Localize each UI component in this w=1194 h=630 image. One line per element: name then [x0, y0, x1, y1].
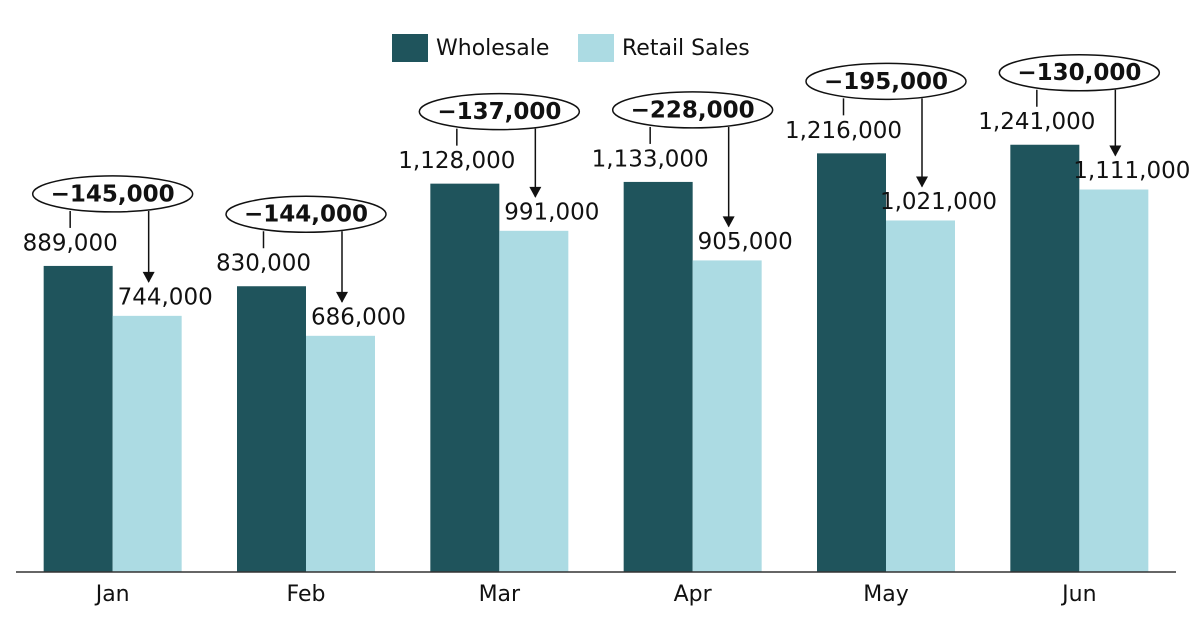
difference-label: −144,000 [244, 202, 368, 228]
x-tick-label: Jun [1060, 582, 1096, 607]
x-tick-label: Mar [479, 582, 521, 607]
value-label: 991,000 [504, 199, 599, 225]
arrow-head [1109, 145, 1122, 157]
bar [886, 220, 955, 572]
difference-label: −145,000 [51, 181, 175, 207]
difference-bubble [418, 92, 581, 131]
x-tick-label: Jan [94, 582, 130, 607]
bar [692, 260, 762, 572]
arrow-head [529, 186, 542, 198]
bar [499, 230, 569, 572]
difference-bubble [31, 175, 194, 213]
difference-bubble [805, 62, 967, 101]
difference-label: −228,000 [631, 97, 755, 123]
bar [43, 265, 113, 572]
difference-label: −130,000 [1017, 60, 1141, 86]
bar [112, 315, 182, 572]
value-label: 1,241,000 [978, 109, 1095, 135]
value-label: 1,133,000 [592, 146, 709, 172]
value-label: 905,000 [698, 229, 793, 255]
difference-bubble [998, 53, 1161, 92]
value-label: 830,000 [216, 251, 311, 277]
bar [306, 335, 375, 572]
bar [237, 286, 306, 572]
value-label: 686,000 [311, 304, 406, 330]
difference-bubble [611, 91, 774, 129]
bar [817, 153, 886, 572]
arrow-head [142, 271, 155, 283]
bar [1010, 144, 1080, 572]
bar [623, 181, 693, 572]
value-label: 1,216,000 [785, 118, 902, 144]
x-tick-label: May [863, 582, 908, 607]
legend-label: Wholesale [436, 36, 549, 61]
value-label: 744,000 [118, 284, 213, 310]
difference-label: −195,000 [824, 69, 948, 95]
legend-swatch [392, 34, 428, 62]
value-label: 1,128,000 [398, 148, 515, 174]
x-tick-label: Feb [287, 582, 326, 607]
difference-label: −137,000 [437, 99, 561, 125]
arrow-head [336, 291, 348, 303]
arrow-head [916, 176, 928, 188]
legend-swatch [578, 34, 614, 62]
arrow-head [722, 216, 735, 228]
value-label: 889,000 [23, 230, 118, 256]
bar [1079, 189, 1149, 572]
difference-bubble [225, 195, 387, 233]
x-tick-label: Apr [674, 582, 713, 607]
value-label: 1,021,000 [880, 189, 997, 215]
bar [430, 183, 500, 572]
legend-label: Retail Sales [622, 36, 750, 61]
value-label: 1,111,000 [1073, 158, 1190, 184]
